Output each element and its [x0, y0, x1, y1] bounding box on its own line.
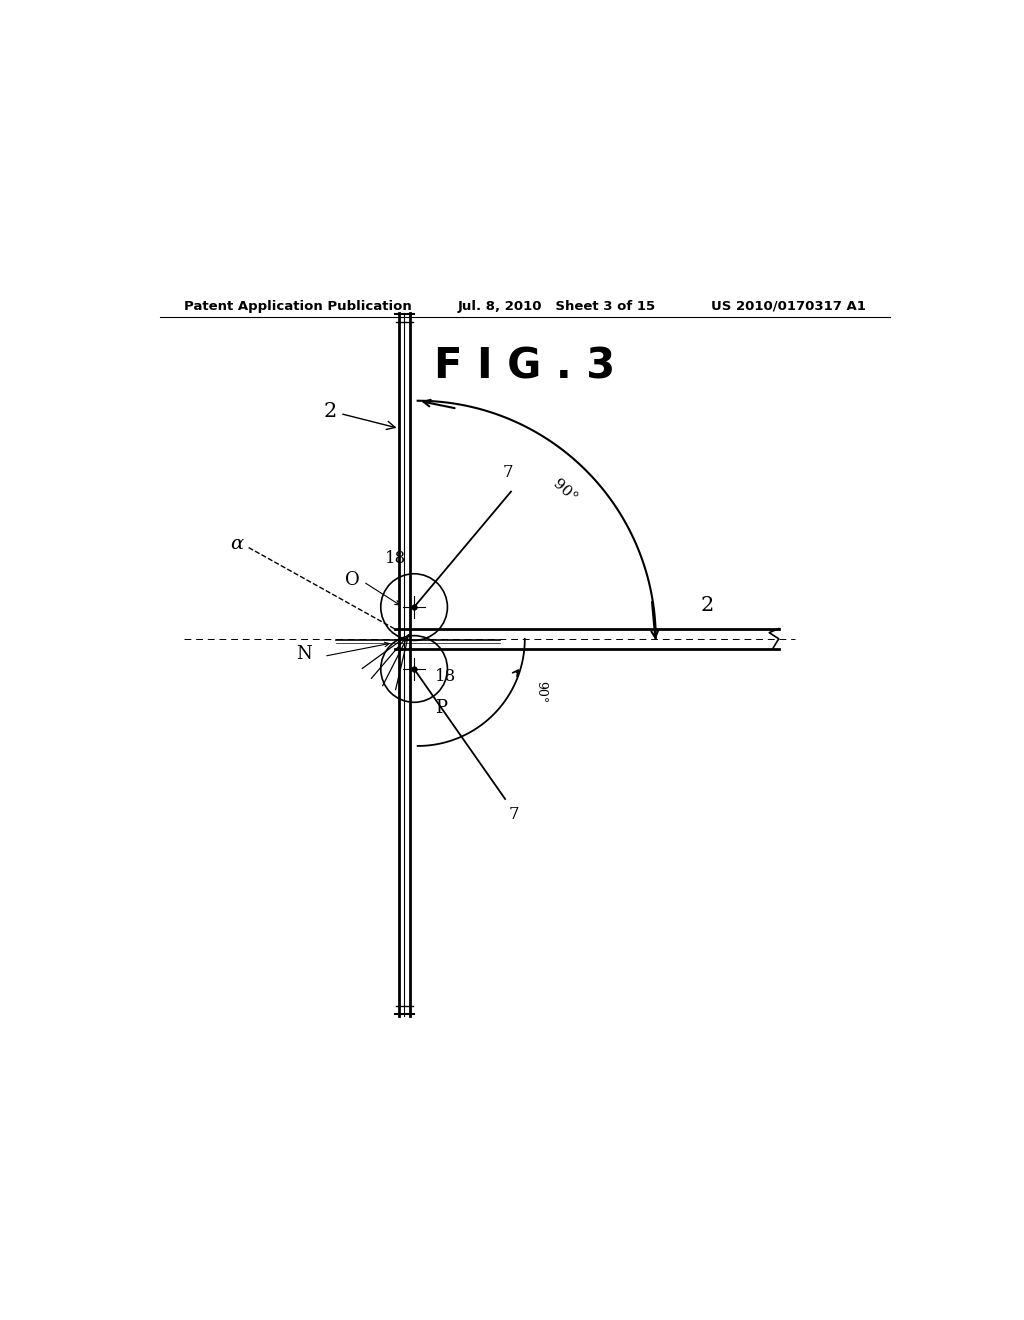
Text: Patent Application Publication: Patent Application Publication — [183, 300, 412, 313]
Text: Jul. 8, 2010   Sheet 3 of 15: Jul. 8, 2010 Sheet 3 of 15 — [458, 300, 655, 313]
Text: O: O — [345, 570, 359, 589]
Text: 18: 18 — [385, 550, 406, 568]
Text: 2: 2 — [700, 597, 714, 615]
Text: 90°: 90° — [535, 681, 547, 704]
Text: 7: 7 — [509, 805, 520, 822]
Text: 90°: 90° — [550, 478, 580, 506]
Text: 18: 18 — [435, 668, 456, 685]
Text: US 2010/0170317 A1: US 2010/0170317 A1 — [712, 300, 866, 313]
Text: P: P — [435, 698, 446, 717]
Text: N: N — [296, 644, 312, 663]
Text: F I G . 3: F I G . 3 — [434, 346, 615, 387]
Text: α: α — [230, 535, 244, 553]
Text: 2: 2 — [324, 401, 395, 429]
Text: 7: 7 — [503, 465, 514, 482]
